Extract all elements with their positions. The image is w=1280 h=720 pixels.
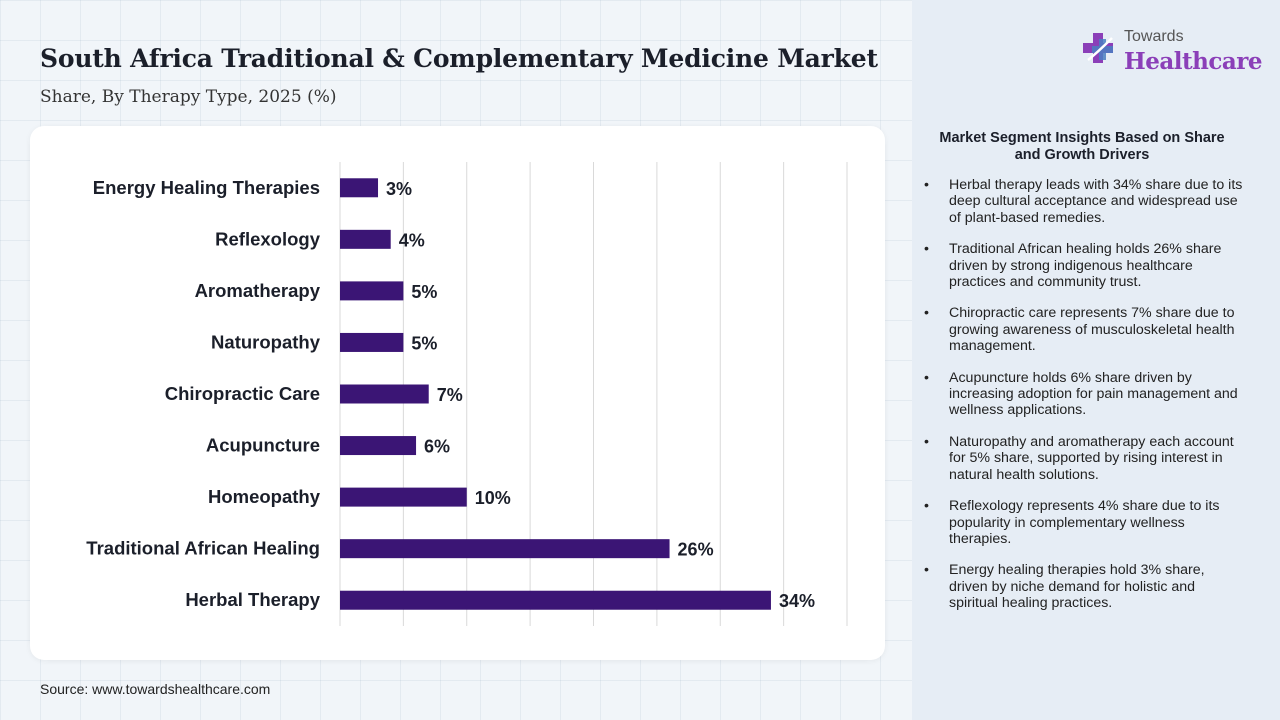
medical-cross-icon — [1083, 33, 1113, 63]
bullet-icon: • — [924, 241, 929, 258]
bullet-icon: • — [924, 562, 929, 579]
chart-card: Energy Healing Therapies 3% Reflexology 4% A… — [30, 126, 885, 660]
insight-item: • Herbal therapy leads with 34% share due… — [924, 177, 1244, 226]
bullet-icon: • — [924, 433, 929, 450]
bar — [340, 487, 467, 507]
data-label: 34% — [779, 591, 815, 611]
source-note: Source: www.towardshealthcare.com — [40, 681, 271, 697]
data-label: 4% — [399, 230, 425, 250]
insight-item: • Acupuncture holds 6% share driven by in… — [924, 370, 1244, 419]
data-label: 7% — [437, 385, 463, 405]
bullet-icon: • — [924, 498, 929, 515]
insight-item: • Energy healing therapies hold 3% share,… — [924, 562, 1244, 611]
insight-text: Herbal therapy leads with 34% share due … — [949, 177, 1243, 226]
insight-text: Energy healing therapies hold 3% share, … — [949, 562, 1205, 612]
logo-text-bottom: Healthcare — [1124, 48, 1263, 75]
category-label: Reflexology — [215, 228, 321, 249]
category-label: Traditional African Healing — [86, 538, 320, 559]
bar — [340, 384, 429, 404]
brand-logo: Towards Healthcare — [1080, 26, 1263, 78]
insight-text: Reflexology represents 4% share due to i… — [949, 498, 1220, 547]
bar — [340, 281, 404, 301]
data-label: 6% — [424, 437, 450, 457]
insights-list: • Herbal therapy leads with 34% share due… — [924, 177, 1244, 627]
data-label: 10% — [475, 488, 511, 508]
logo-text-top: Towards — [1124, 28, 1184, 45]
bullet-icon: • — [924, 369, 929, 386]
category-label: Naturopathy — [211, 331, 321, 352]
category-label: Chiropractic Care — [165, 383, 320, 404]
insight-item: • Reflexology represents 4% share due to … — [924, 498, 1244, 547]
insights-panel — [912, 0, 1280, 720]
bar — [340, 539, 670, 559]
category-label: Aromatherapy — [195, 280, 321, 301]
category-label: Homeopathy — [208, 486, 321, 507]
bullet-icon: • — [924, 305, 929, 322]
category-label: Acupuncture — [206, 435, 320, 456]
page-subtitle: Share, By Therapy Type, 2025 (%) — [40, 87, 337, 107]
bar — [340, 436, 417, 456]
insight-text: Acupuncture holds 6% share driven by inc… — [949, 369, 1238, 419]
data-label: 26% — [678, 540, 714, 560]
category-label: Herbal Therapy — [185, 589, 320, 610]
bar — [340, 332, 404, 352]
insight-item: • Chiropractic care represents 7% share d… — [924, 305, 1244, 354]
insight-item: • Naturopathy and aromatherapy each accou… — [924, 434, 1244, 483]
insight-text: Naturopathy and aromatherapy each accoun… — [949, 433, 1234, 483]
insight-item: • Traditional African healing holds 26% s… — [924, 241, 1244, 290]
bar-chart: Energy Healing Therapies 3% Reflexology 4% A… — [86, 162, 848, 626]
data-label: 5% — [411, 333, 437, 353]
bar — [340, 590, 771, 610]
page-title: South Africa Traditional & Complementary… — [40, 44, 878, 73]
category-label: Energy Healing Therapies — [93, 177, 320, 198]
bar — [340, 178, 379, 198]
data-label: 3% — [386, 179, 412, 199]
bar — [340, 229, 391, 249]
insights-title: Market Segment Insights Based on Share a… — [939, 130, 1225, 163]
data-label: 5% — [411, 282, 437, 302]
insight-text: Chiropractic care represents 7% share du… — [949, 305, 1235, 355]
insight-text: Traditional African healing holds 26% sh… — [949, 241, 1222, 291]
bullet-icon: • — [924, 177, 929, 193]
